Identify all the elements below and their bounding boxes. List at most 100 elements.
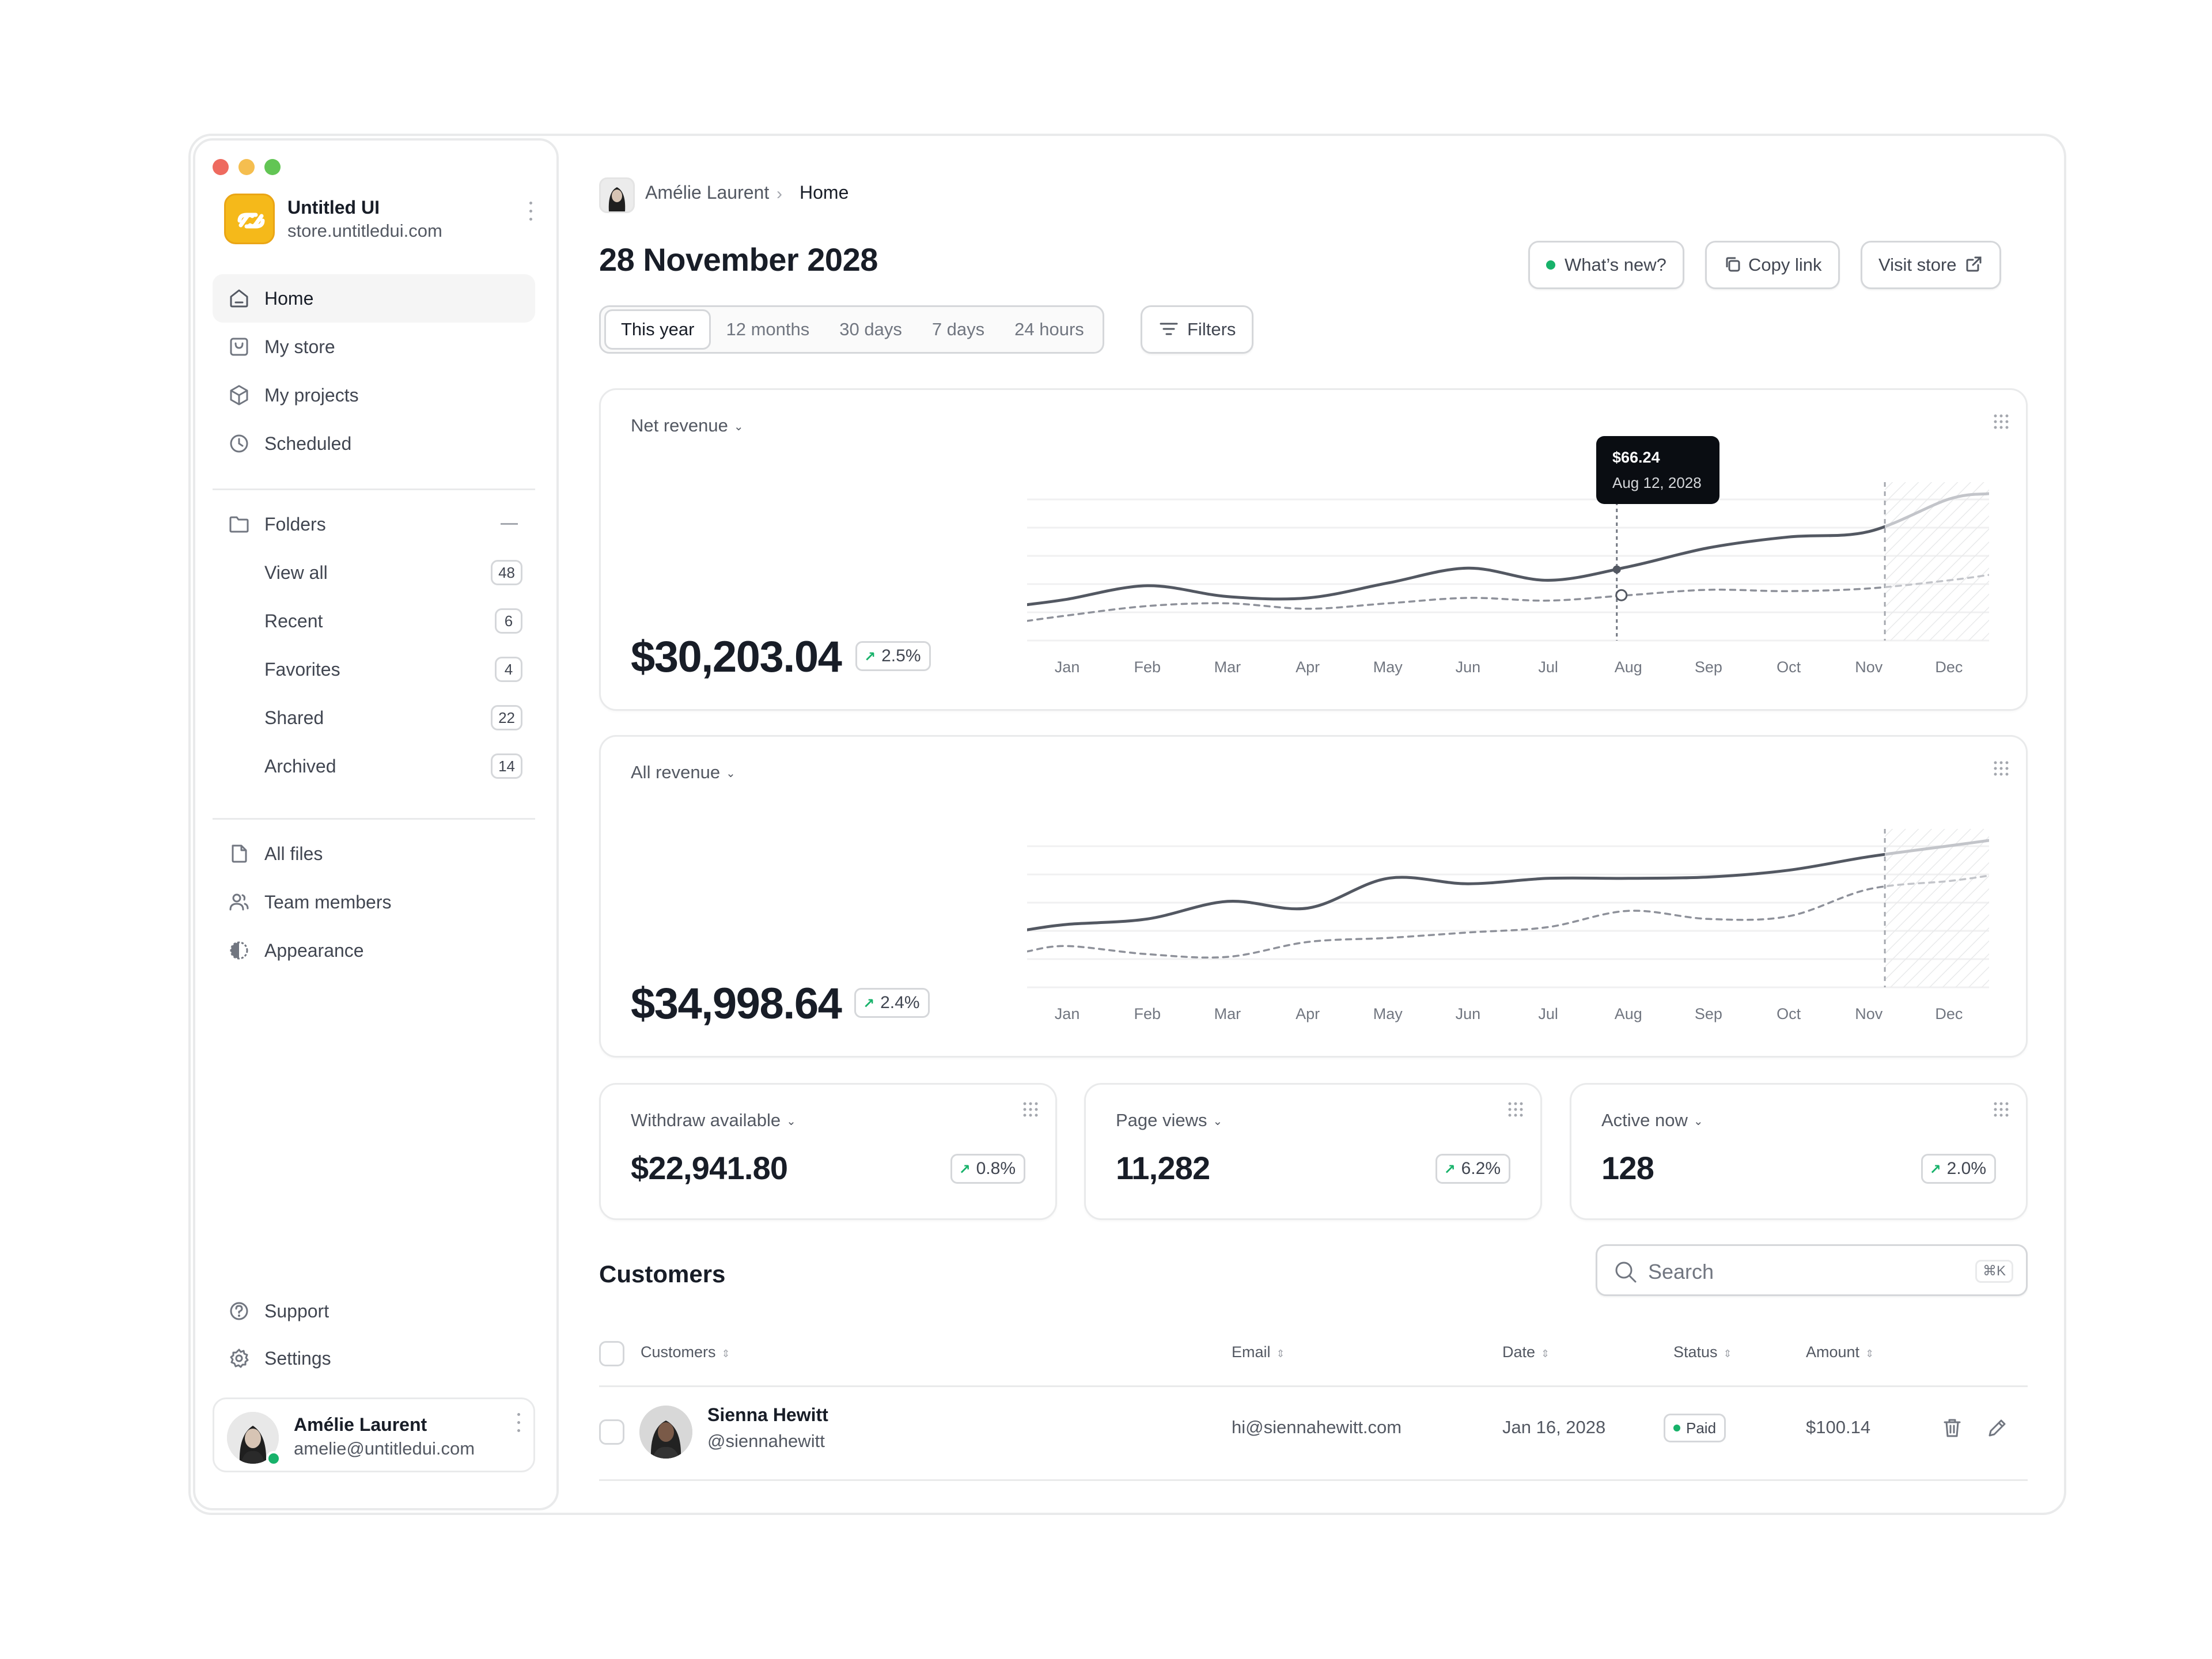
column-header-date[interactable]: Date ⇕ <box>1502 1343 1550 1361</box>
tooltip-date: Aug 12, 2028 <box>1612 474 1702 491</box>
customers-title: Customers <box>599 1260 726 1287</box>
count-badge: 14 <box>491 753 522 779</box>
customer-name: Sienna Hewitt <box>707 1404 828 1425</box>
arrow-up-right-icon: ↗ <box>1444 1162 1456 1177</box>
sidebar-item-home[interactable]: Home <box>213 274 535 323</box>
window-close-button[interactable] <box>213 159 229 175</box>
trend-value: 0.8% <box>976 1159 1016 1178</box>
sidebar-item-settings[interactable]: Settings <box>213 1334 535 1382</box>
column-header-amount[interactable]: Amount ⇕ <box>1806 1343 1874 1361</box>
tab-12-months[interactable]: 12 months <box>726 319 810 339</box>
whats-new-button[interactable]: What’s new? <box>1528 241 1684 289</box>
folder-item-archived[interactable]: Archived 14 <box>213 742 535 790</box>
sidebar-item-support[interactable]: Support <box>213 1287 535 1335</box>
column-header-label: Amount <box>1806 1343 1860 1361</box>
drag-handle-icon[interactable] <box>1022 1101 1039 1118</box>
drag-handle-icon[interactable] <box>1993 1101 2010 1118</box>
folder-item-label: View all <box>264 562 328 583</box>
count-badge: 22 <box>491 705 522 730</box>
account-card[interactable]: Amélie Laurent amelie@untitledui.com <box>213 1397 535 1472</box>
search-icon <box>1615 1262 1637 1283</box>
brand-menu-icon[interactable] <box>524 200 537 224</box>
window-minimize-button[interactable] <box>238 159 255 175</box>
account-menu-icon[interactable] <box>512 1412 525 1435</box>
home-icon <box>230 289 248 308</box>
trash-icon[interactable] <box>1940 1416 1964 1440</box>
x-tick-label: Jul <box>1538 658 1558 676</box>
copy-link-button[interactable]: Copy link <box>1705 241 1840 289</box>
x-tick-label: Nov <box>1855 658 1883 676</box>
search-input[interactable]: Search ⌘K <box>1596 1244 2028 1296</box>
breadcrumb-user[interactable]: Amélie Laurent <box>645 182 770 203</box>
avatar <box>639 1406 692 1459</box>
net-revenue-dropdown[interactable]: Net revenue ⌄ <box>631 415 744 436</box>
x-tick-label: May <box>1373 1005 1403 1022</box>
drag-handle-icon[interactable] <box>1993 760 2010 777</box>
sort-icon: ⇕ <box>1865 1348 1874 1359</box>
window-maximize-button[interactable] <box>264 159 281 175</box>
all-revenue-card: All revenue ⌄ $34,998.64 ↗ 2.4% Jan Feb Mar A… <box>599 735 2028 1058</box>
folder-item-view-all[interactable]: View all 48 <box>213 548 535 597</box>
row-checkbox[interactable] <box>599 1419 624 1445</box>
column-header-customers[interactable]: Customers ⇕ <box>641 1343 730 1361</box>
hover-cursor-icon <box>1615 589 1628 601</box>
tab-24-hours[interactable]: 24 hours <box>1014 319 1084 339</box>
breadcrumb-current[interactable]: Home <box>800 182 849 203</box>
folder-item-recent[interactable]: Recent 6 <box>213 597 535 645</box>
tab-this-year[interactable]: This year <box>604 309 711 350</box>
sidebar-item-my-projects[interactable]: My projects <box>213 371 535 419</box>
trend-badge: ↗ 6.2% <box>1435 1154 1510 1184</box>
tab-30-days[interactable]: 30 days <box>839 319 902 339</box>
folder-item-favorites[interactable]: Favorites 4 <box>213 645 535 694</box>
folders-toggle[interactable]: Folders <box>213 500 535 548</box>
brand-logo <box>224 194 275 244</box>
sidebar-item-scheduled[interactable]: Scheduled <box>213 419 535 468</box>
customer-handle: @siennahewitt <box>707 1431 825 1451</box>
column-header-email[interactable]: Email ⇕ <box>1232 1343 1285 1361</box>
count-badge: 48 <box>491 560 522 585</box>
page-title: 28 November 2028 <box>599 241 878 278</box>
search-placeholder: Search <box>1648 1260 1714 1283</box>
sort-icon: ⇕ <box>1541 1348 1550 1359</box>
page-views-dropdown[interactable]: Page views ⌄ <box>1116 1110 1222 1131</box>
sidebar-item-team-members[interactable]: Team members <box>213 878 535 926</box>
series-projection-1 <box>1885 839 1990 856</box>
brand-switcher[interactable]: Untitled UI store.untitledui.com <box>224 194 535 245</box>
x-tick-label: Oct <box>1777 1005 1801 1022</box>
pencil-icon[interactable] <box>1985 1416 2009 1440</box>
table-row-divider <box>599 1479 2028 1481</box>
drag-handle-icon[interactable] <box>1993 413 2010 430</box>
all-revenue-dropdown[interactable]: All revenue ⌄ <box>631 762 736 783</box>
sidebar-item-my-store[interactable]: My store <box>213 323 535 371</box>
withdraw-dropdown[interactable]: Withdraw available ⌄ <box>631 1110 796 1131</box>
x-tick-label: Nov <box>1855 1005 1883 1022</box>
all-revenue-label: All revenue <box>631 762 721 782</box>
column-header-status[interactable]: Status ⇕ <box>1673 1343 1732 1361</box>
projection-area <box>1885 829 1989 987</box>
sidebar-item-all-files[interactable]: All files <box>213 830 535 878</box>
visit-store-button[interactable]: Visit store <box>1861 241 2001 289</box>
select-all-checkbox[interactable] <box>599 1341 624 1366</box>
x-tick-label: Jan <box>1055 658 1080 676</box>
store-icon <box>230 338 248 356</box>
hover-point <box>1612 565 1621 574</box>
x-tick-label: Sep <box>1695 658 1722 676</box>
x-tick-label: Dec <box>1935 1005 1963 1022</box>
x-tick-label: Jun <box>1456 658 1481 676</box>
sidebar-item-label: Scheduled <box>264 433 352 454</box>
trend-value: 2.5% <box>881 646 921 665</box>
net-revenue-chart[interactable]: Jan Feb Mar Apr May Jun Jul Aug Sep Oct Nov Dec <box>1027 448 1995 707</box>
arrow-up-right-icon: ↗ <box>1929 1162 1941 1177</box>
sidebar-item-appearance[interactable]: Appearance <box>213 926 535 975</box>
filters-button[interactable]: Filters <box>1141 305 1254 354</box>
active-now-dropdown[interactable]: Active now ⌄ <box>1601 1110 1703 1131</box>
x-tick-label: May <box>1373 658 1403 676</box>
sort-icon: ⇕ <box>1723 1348 1732 1359</box>
folder-item-shared[interactable]: Shared 22 <box>213 694 535 742</box>
all-revenue-chart[interactable]: Jan Feb Mar Apr May Jun Jul Aug Sep Oct Nov Dec <box>1027 794 1995 1054</box>
drag-handle-icon[interactable] <box>1507 1101 1524 1118</box>
tab-7-days[interactable]: 7 days <box>931 319 985 339</box>
customer-email[interactable]: hi@siennahewitt.com <box>1232 1417 1402 1437</box>
collapse-icon[interactable] <box>501 523 518 525</box>
stat-value: 11,282 <box>1116 1150 1210 1186</box>
